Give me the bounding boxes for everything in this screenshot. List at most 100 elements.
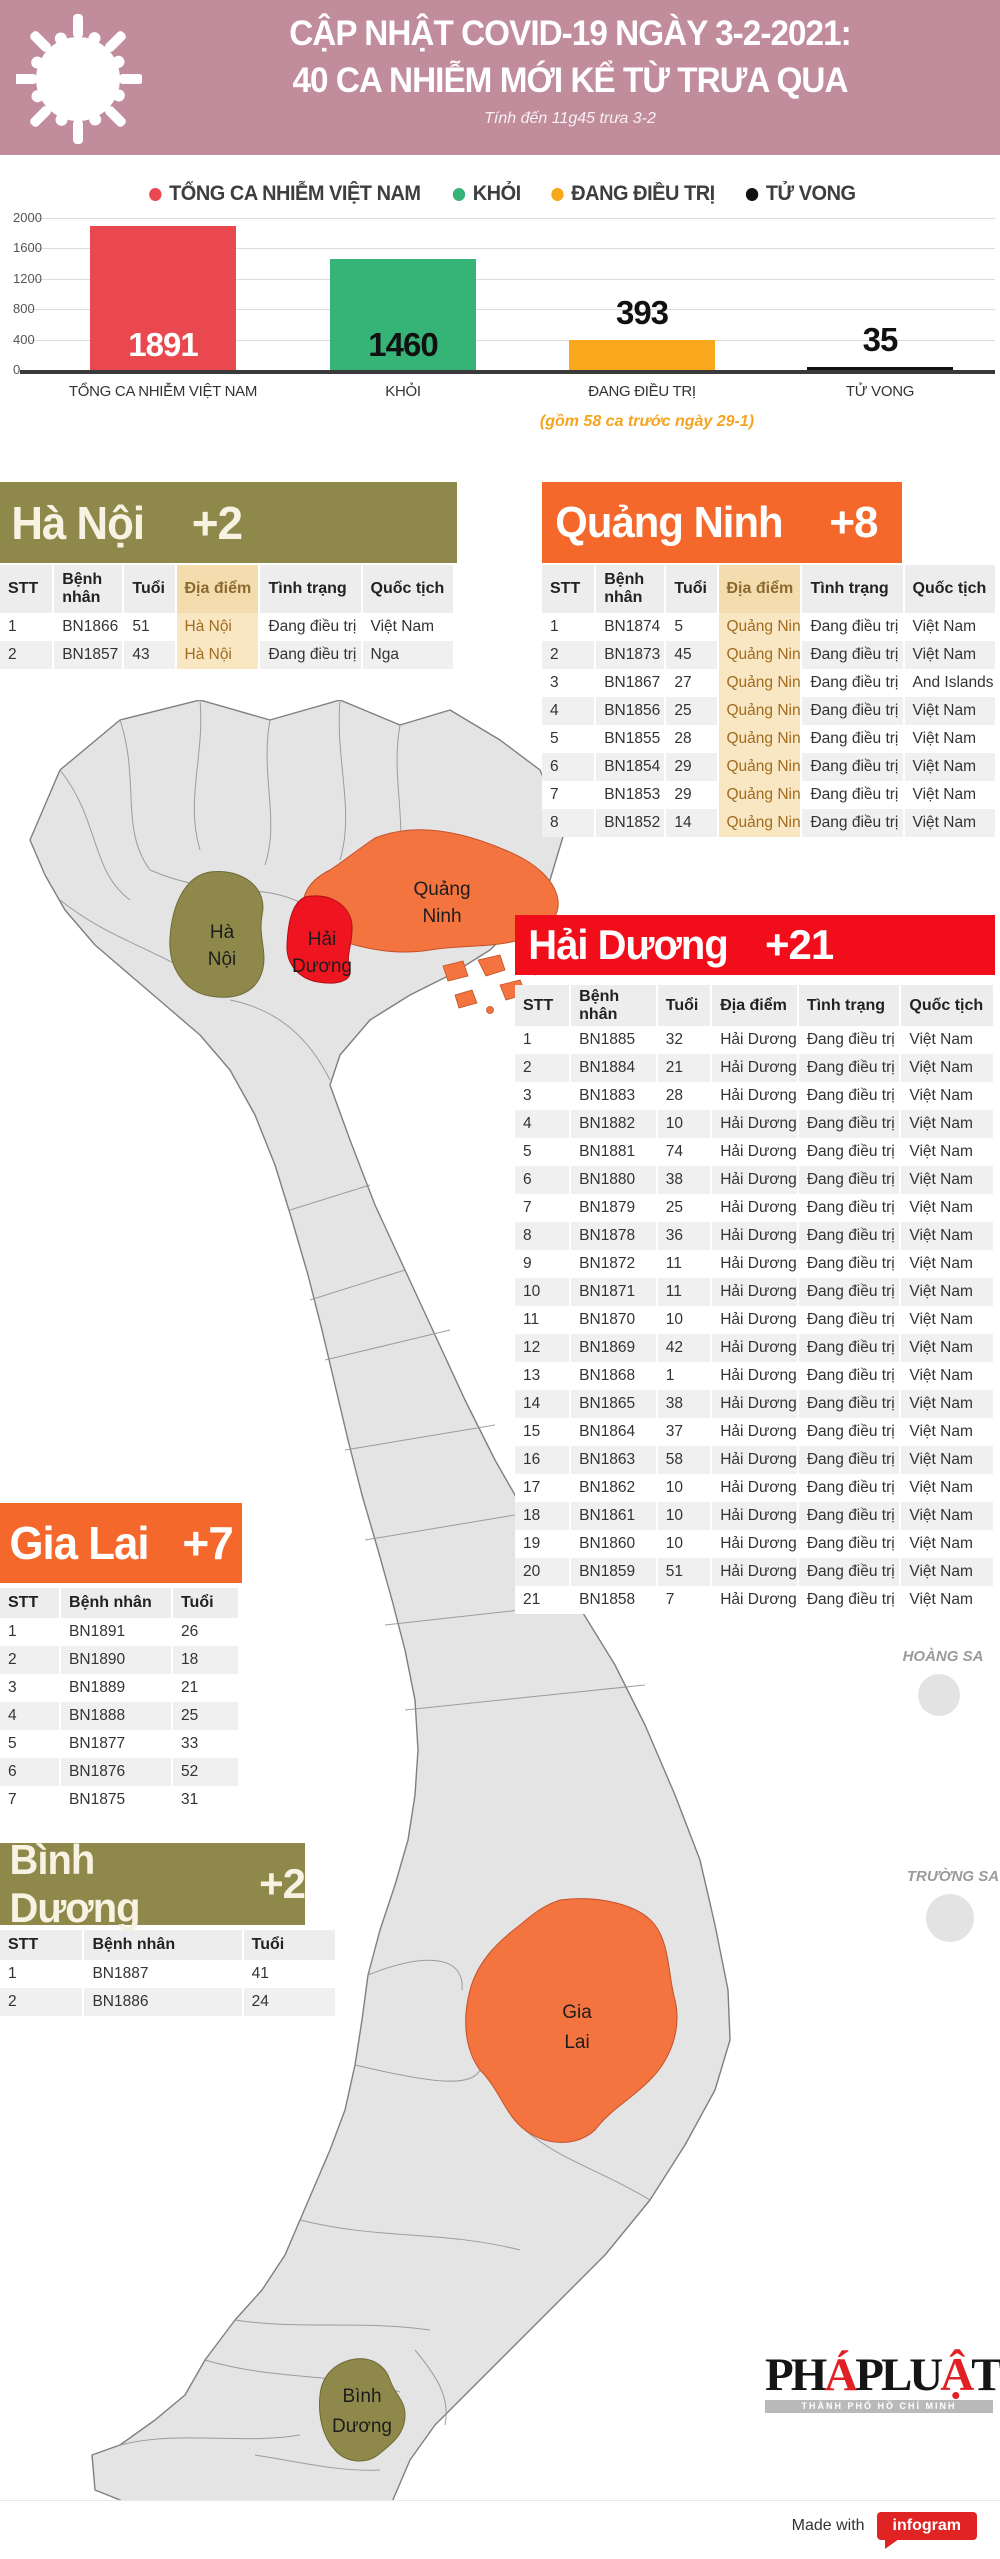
table-cell: Việt Nam [900, 1166, 995, 1195]
section-header-gia-lai: Gia Lai +7 [0, 1503, 242, 1583]
table-binh-duong: STT Bệnh nhân Tuổi 1 BN1887 41 2 BN1886 24 [0, 1930, 338, 2016]
table-cell: 7 [0, 1786, 62, 1814]
column-header: STT [542, 565, 597, 613]
table-cell: 12 [515, 1334, 572, 1363]
column-header: STT [515, 985, 572, 1027]
table-cell: BN1854 [595, 753, 667, 781]
footer-divider [0, 2500, 1000, 2501]
table-cell: 28 [665, 725, 719, 753]
table-cell: Việt Nam [900, 1194, 995, 1223]
table-cell: 29 [665, 753, 719, 781]
bar-4 [807, 367, 953, 370]
table-cell: 51 [656, 1558, 713, 1587]
grid-line [30, 278, 995, 280]
table-cell: 2 [0, 641, 55, 669]
column-header: Địa điểm [711, 985, 799, 1027]
infogram-badge[interactable]: infogram [876, 2512, 977, 2549]
table-cell: 10 [656, 1530, 713, 1559]
table-row: 3 BN1883 28 Hải Dương Đang điều trị Việt Nam [515, 1082, 995, 1111]
table-cell: Việt Nam [900, 1250, 995, 1279]
table-cell: 14 [515, 1390, 572, 1419]
table-cell: Nga [361, 641, 456, 669]
table-cell: 4 [542, 697, 597, 725]
table-cell: Việt Nam [900, 1474, 995, 1503]
table-row: 2 BN1886 24 [0, 1988, 338, 2016]
table-cell: 5 [515, 1138, 572, 1167]
table-cell: Việt Nam [900, 1558, 995, 1587]
table-cell: Việt Nam [900, 1110, 995, 1139]
map-label-quang-ninh-1: Quảng [413, 879, 470, 900]
table-row: 11 BN1870 10 Hải Dương Đang điều trị Việt Nam [515, 1306, 995, 1335]
table-cell: BN1852 [595, 809, 667, 837]
table-row: 2 BN1873 45 Quảng Ninh Đang điều trị Việt Nam [542, 641, 998, 669]
table-cell: Việt Nam [903, 809, 998, 837]
column-header: STT [0, 565, 55, 613]
column-header: Tuổi [171, 1588, 241, 1618]
section-title-gia-lai: Gia Lai [9, 1517, 150, 1569]
phapluat-logo-tagline: THÀNH PHỐ HỒ CHÍ MINH [765, 2400, 993, 2413]
table-cell: Việt Nam [900, 1530, 995, 1559]
column-header: Tuổi [656, 985, 713, 1027]
map-label-hai-duong-2: Dương [292, 956, 352, 977]
sea-label-truong-sa: TRƯỜNG SA [906, 1868, 1000, 1885]
table-cell: 31 [171, 1786, 241, 1814]
table-cell: BN1878 [570, 1222, 658, 1251]
column-header: Tình trạng [797, 985, 902, 1027]
table-cell: Hải Dương [711, 1166, 799, 1195]
table-row: 19 BN1860 10 Hải Dương Đang điều trị Việt Nam [515, 1530, 995, 1559]
table-cell: Đang điều trị [801, 809, 905, 837]
table-row: 1 BN1887 41 [0, 1960, 338, 1988]
table-cell: 37 [656, 1418, 713, 1447]
table-cell: 1 [0, 1618, 62, 1646]
section-header-ha-noi: Hà Nội +2 [0, 482, 457, 563]
bar-3 [569, 340, 715, 370]
table-cell: Đang điều trị [801, 641, 905, 669]
table-cell: Đang điều trị [797, 1390, 902, 1419]
page-subtitle: Tính đến 11g45 trưa 3-2 [484, 110, 656, 127]
column-header: Quốc tịch [361, 565, 456, 613]
table-cell: Hải Dương [711, 1586, 799, 1615]
table-row: 4 BN1882 10 Hải Dương Đang điều trị Việt Nam [515, 1110, 995, 1139]
table-row: 14 BN1865 38 Hải Dương Đang điều trị Việt Nam [515, 1390, 995, 1419]
hoang-sa-island-dot [918, 1674, 960, 1716]
table-cell: Quảng Ninh [717, 725, 803, 753]
table-cell: 29 [665, 781, 719, 809]
bar-column: 1460 [330, 218, 476, 370]
table-cell: Đang điều trị [797, 1026, 902, 1055]
table-cell: 3 [542, 669, 597, 697]
column-header: Tuổi [665, 565, 719, 613]
table-cell: Quảng Ninh [717, 613, 803, 641]
table-cell: And Islands [903, 669, 998, 697]
table-cell: BN1859 [570, 1558, 658, 1587]
table-cell: BN1874 [595, 613, 667, 641]
legend-dot [745, 187, 759, 201]
table-cell: BN1886 [83, 1988, 244, 2016]
table-cell: Đang điều trị [797, 1446, 902, 1475]
table-cell: BN1860 [570, 1530, 658, 1559]
table-cell: 11 [656, 1250, 713, 1279]
table-cell: Đang điều trị [801, 669, 905, 697]
section-title-quang-ninh: Quảng Ninh [555, 497, 783, 547]
map-label-gia-lai-1: Gia [562, 2002, 592, 2023]
table-quang-ninh: STT Bệnh nhân Tuổi Địa điểm Tình trạng Quốc t… [542, 565, 998, 837]
table-cell: 16 [515, 1446, 572, 1475]
table-row: 17 BN1862 10 Hải Dương Đang điều trị Việt Nam [515, 1474, 995, 1503]
table-cell: 24 [242, 1988, 338, 2016]
table-cell: 8 [515, 1222, 572, 1251]
y-axis-tick: 400 [13, 331, 35, 347]
table-cell: 4 [0, 1702, 62, 1730]
table-cell: BN1861 [570, 1502, 658, 1531]
table-cell: 25 [171, 1702, 241, 1730]
table-cell: Hải Dương [711, 1558, 799, 1587]
table-row: 5 BN1855 28 Quảng Ninh Đang điều trị Việt Nam [542, 725, 998, 753]
table-cell: Đang điều trị [797, 1474, 902, 1503]
table-cell: Việt Nam [361, 613, 456, 641]
table-cell: BN1873 [595, 641, 667, 669]
bar-value: 1891 [128, 326, 198, 363]
legend-dot [551, 187, 564, 201]
table-row: 1 BN1891 26 [0, 1618, 241, 1646]
map-label-ha-noi-2: Nội [208, 949, 237, 970]
table-cell: BN1875 [60, 1786, 173, 1814]
map-label-gia-lai-2: Lai [564, 2032, 589, 2053]
table-cell: Đang điều trị [259, 641, 363, 669]
